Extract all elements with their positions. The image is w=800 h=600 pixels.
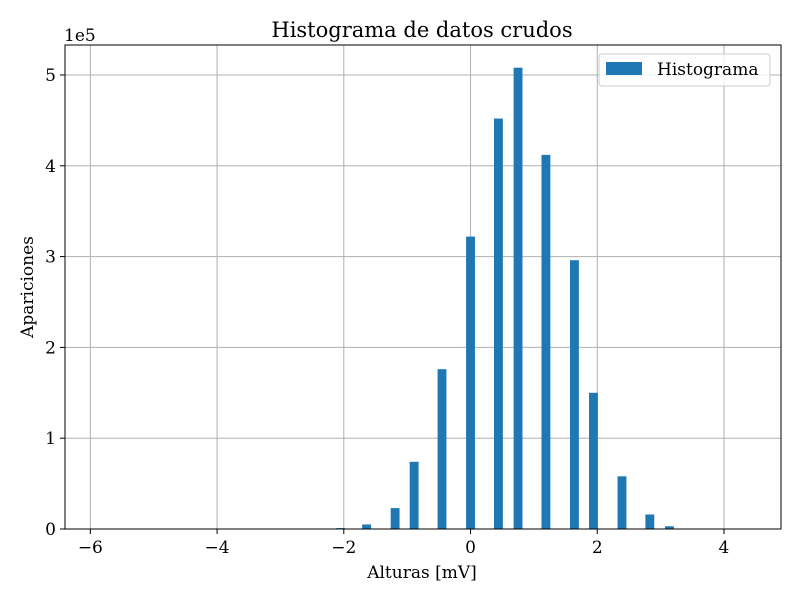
histogram-bar [437, 369, 447, 529]
histogram-bar [570, 260, 579, 529]
histogram-bar [617, 476, 627, 529]
plot-frame [64, 44, 782, 530]
histogram-bar [541, 154, 551, 530]
legend: Histograma [598, 53, 771, 87]
y-tick-label: 5 [45, 66, 56, 86]
histogram-bar [362, 524, 372, 529]
histogram-bar [589, 392, 598, 529]
histogram-bar [390, 508, 400, 529]
x-tick-label: −4 [205, 538, 230, 558]
chart-title: Histograma de datos crudos [271, 18, 572, 42]
y-axis-label: Apariciones [18, 236, 38, 339]
histogram-bar [645, 514, 655, 529]
histogram-bar [665, 526, 674, 529]
y-axis-offset-label: 1e5 [64, 26, 96, 46]
axis-ticks: −6 −4 −2 0 2 4 0 1 2 3 4 5 [45, 66, 729, 558]
x-tick-label: −2 [331, 538, 356, 558]
y-tick-label: 1 [45, 429, 56, 449]
histogram-bar [409, 461, 419, 529]
histogram-bar [513, 67, 523, 529]
y-tick-label: 0 [45, 520, 56, 540]
histogram-bar [493, 118, 503, 530]
y-tick-label: 3 [45, 248, 56, 268]
x-tick-label: 4 [719, 538, 730, 558]
x-axis-label: Alturas [mV] [366, 563, 477, 583]
y-tick-label: 4 [45, 157, 56, 177]
legend-swatch [606, 62, 642, 75]
histogram-bar [466, 236, 475, 530]
x-tick-label: 0 [465, 538, 476, 558]
y-tick-label: 2 [45, 338, 56, 358]
x-tick-label: −6 [78, 538, 103, 558]
legend-label-histograma: Histograma [657, 60, 758, 80]
x-tick-label: 2 [592, 538, 603, 558]
histogram-bars [336, 67, 674, 530]
